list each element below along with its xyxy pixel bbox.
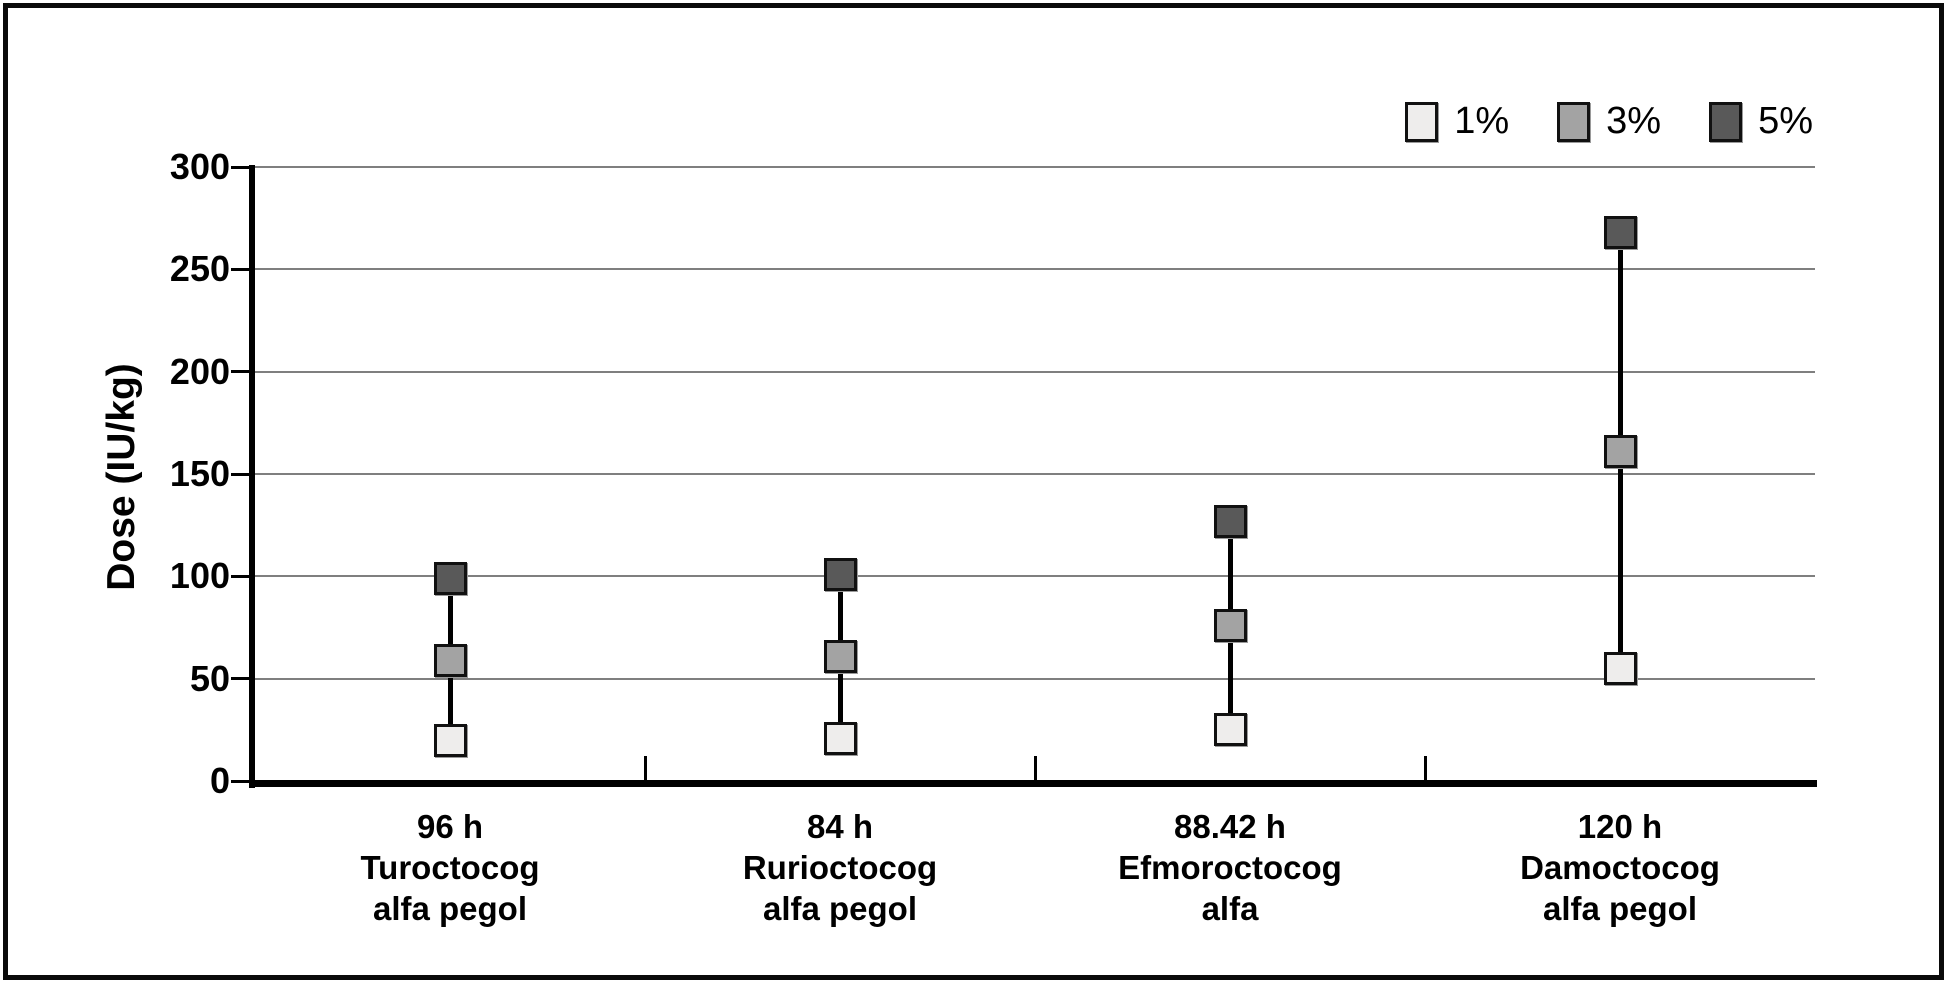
category-label-3: 120 h Damoctocog alfa pegol bbox=[1520, 808, 1720, 927]
marker-3pct-group-1 bbox=[823, 639, 857, 673]
legend-swatch-5pct bbox=[1709, 101, 1743, 142]
y-tick-label-100: 100 bbox=[169, 555, 230, 597]
y-axis-tick-200 bbox=[231, 370, 249, 374]
y-tick-label-50: 50 bbox=[189, 657, 230, 699]
legend: 1% 3% 5% bbox=[1405, 100, 1813, 143]
legend-swatch-1pct bbox=[1405, 101, 1439, 142]
y-axis-tick-100 bbox=[231, 574, 249, 578]
x-axis-tick-2 bbox=[1033, 756, 1037, 780]
marker-5pct-group-1 bbox=[823, 557, 857, 591]
category-label-0: 96 h Turoctocog alfa pegol bbox=[360, 808, 540, 927]
marker-3pct-group-3 bbox=[1603, 434, 1637, 468]
marker-3pct-group-2 bbox=[1213, 608, 1247, 642]
y-tick-label-200: 200 bbox=[169, 350, 230, 392]
y-axis-tick-300 bbox=[231, 165, 249, 169]
y-tick-label-300: 300 bbox=[169, 146, 230, 187]
x-axis-tick-1 bbox=[643, 756, 647, 780]
y-axis-tick-0 bbox=[231, 779, 249, 783]
marker-5pct-group-3 bbox=[1603, 215, 1637, 249]
y-axis-line bbox=[249, 165, 255, 788]
marker-5pct-group-0 bbox=[433, 561, 467, 595]
legend-label-1pct: 1% bbox=[1454, 100, 1510, 142]
legend-label-3pct: 3% bbox=[1606, 100, 1662, 142]
marker-5pct-group-2 bbox=[1213, 504, 1247, 538]
legend-label-5pct: 5% bbox=[1758, 100, 1813, 142]
marker-1pct-group-2 bbox=[1213, 713, 1247, 747]
legend-item-3pct: 3% bbox=[1557, 100, 1661, 143]
gridline-300 bbox=[255, 166, 1815, 168]
y-axis-tick-250 bbox=[231, 267, 249, 271]
y-axis-tick-50 bbox=[231, 677, 249, 681]
marker-1pct-group-1 bbox=[823, 721, 857, 755]
legend-item-5pct: 5% bbox=[1709, 100, 1813, 143]
gridline-250 bbox=[255, 268, 1815, 271]
y-tick-label-0: 0 bbox=[209, 760, 230, 801]
gridline-200 bbox=[255, 370, 1815, 373]
marker-1pct-group-3 bbox=[1603, 651, 1637, 685]
x-axis-line bbox=[249, 780, 1817, 787]
legend-swatch-3pct bbox=[1557, 101, 1591, 142]
gridline-50 bbox=[255, 677, 1815, 680]
x-axis-tick-3 bbox=[1423, 756, 1427, 780]
legend-item-1pct: 1% bbox=[1405, 100, 1509, 143]
marker-1pct-group-0 bbox=[433, 723, 467, 757]
y-tick-label-250: 250 bbox=[169, 248, 230, 290]
category-label-2: 88.42 h Efmoroctocog alfa bbox=[1118, 808, 1342, 927]
y-axis-tick-150 bbox=[231, 472, 249, 476]
gridline-100 bbox=[255, 575, 1815, 578]
marker-3pct-group-0 bbox=[433, 643, 467, 677]
gridline-150 bbox=[255, 473, 1815, 475]
category-label-1: 84 h Rurioctocog alfa pegol bbox=[742, 808, 938, 927]
y-tick-label-150: 150 bbox=[169, 453, 230, 494]
